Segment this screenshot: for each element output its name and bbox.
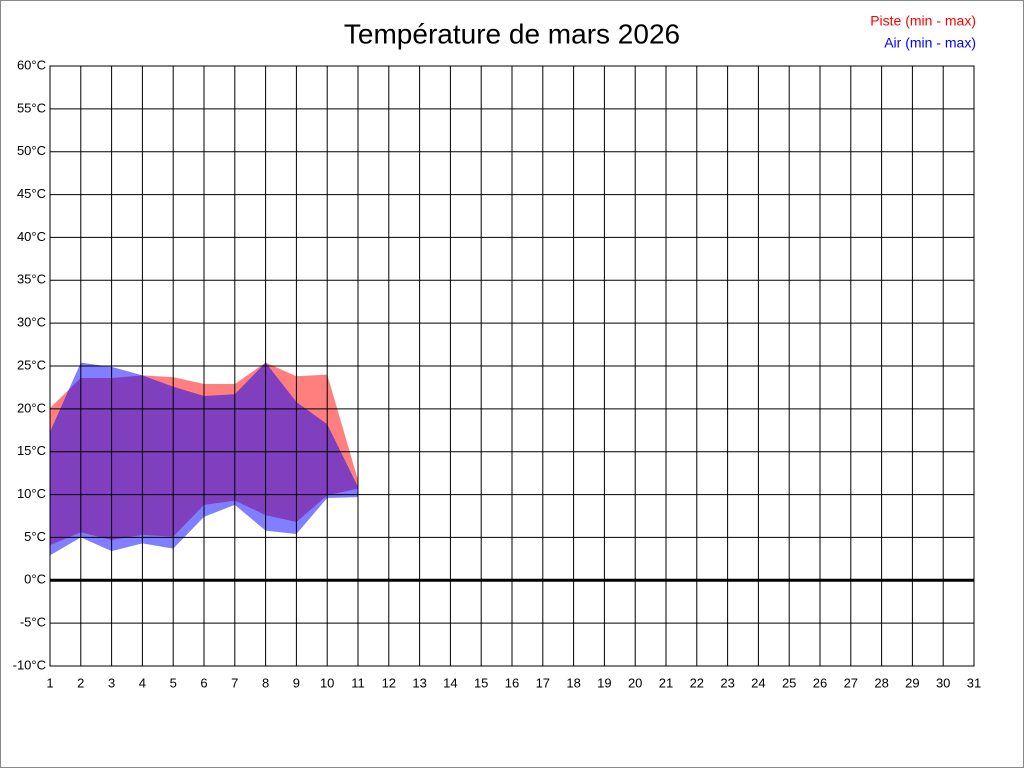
x-tick-label: 29 xyxy=(905,675,919,690)
x-tick-label: 6 xyxy=(200,675,207,690)
y-tick-label: 35°C xyxy=(17,272,46,287)
plot-frame xyxy=(49,65,975,667)
y-tick-label: 10°C xyxy=(17,486,46,501)
y-tick-label: 45°C xyxy=(17,186,46,201)
x-tick-label: 7 xyxy=(231,675,238,690)
x-tick-label: 10 xyxy=(320,675,334,690)
y-tick-label: 25°C xyxy=(17,357,46,372)
x-tick-label: 24 xyxy=(751,675,765,690)
x-tick-label: 15 xyxy=(474,675,488,690)
y-tick-label: 20°C xyxy=(17,400,46,415)
x-tick-label: 14 xyxy=(443,675,457,690)
x-tick-label: 19 xyxy=(597,675,611,690)
y-tick-label: 30°C xyxy=(17,315,46,330)
x-tick-label: 9 xyxy=(293,675,300,690)
y-tick-label: 55°C xyxy=(17,100,46,115)
x-tick-label: 22 xyxy=(690,675,704,690)
x-tick-label: 8 xyxy=(262,675,269,690)
x-tick-label: 30 xyxy=(936,675,950,690)
y-tick-label: 50°C xyxy=(17,143,46,158)
y-tick-label: 40°C xyxy=(17,229,46,244)
x-tick-label: 21 xyxy=(659,675,673,690)
y-tick-label: 5°C xyxy=(24,529,46,544)
x-tick-label: 3 xyxy=(108,675,115,690)
x-tick-label: 17 xyxy=(536,675,550,690)
x-tick-label: 12 xyxy=(382,675,396,690)
y-tick-label: -5°C xyxy=(20,615,46,630)
x-tick-label: 27 xyxy=(844,675,858,690)
y-tick-label: -10°C xyxy=(13,657,46,672)
y-tick-label: 15°C xyxy=(17,443,46,458)
x-tick-label: 1 xyxy=(46,675,53,690)
x-tick-label: 26 xyxy=(813,675,827,690)
x-tick-label: 5 xyxy=(170,675,177,690)
x-tick-label: 13 xyxy=(412,675,426,690)
x-tick-label: 18 xyxy=(566,675,580,690)
x-tick-label: 11 xyxy=(351,675,365,690)
y-tick-label: 0°C xyxy=(24,572,46,587)
x-tick-label: 16 xyxy=(505,675,519,690)
x-tick-label: 28 xyxy=(874,675,888,690)
legend-entry: Air (min - max) xyxy=(884,35,976,51)
x-tick-label: 4 xyxy=(139,675,146,690)
chart-title: Température de mars 2026 xyxy=(344,18,680,49)
legend-entry: Piste (min - max) xyxy=(870,13,976,29)
x-tick-label: 20 xyxy=(628,675,642,690)
x-tick-label: 25 xyxy=(782,675,796,690)
x-tick-label: 2 xyxy=(77,675,84,690)
y-tick-label: 60°C xyxy=(17,57,46,72)
x-tick-label: 23 xyxy=(720,675,734,690)
x-tick-label: 31 xyxy=(967,675,981,690)
